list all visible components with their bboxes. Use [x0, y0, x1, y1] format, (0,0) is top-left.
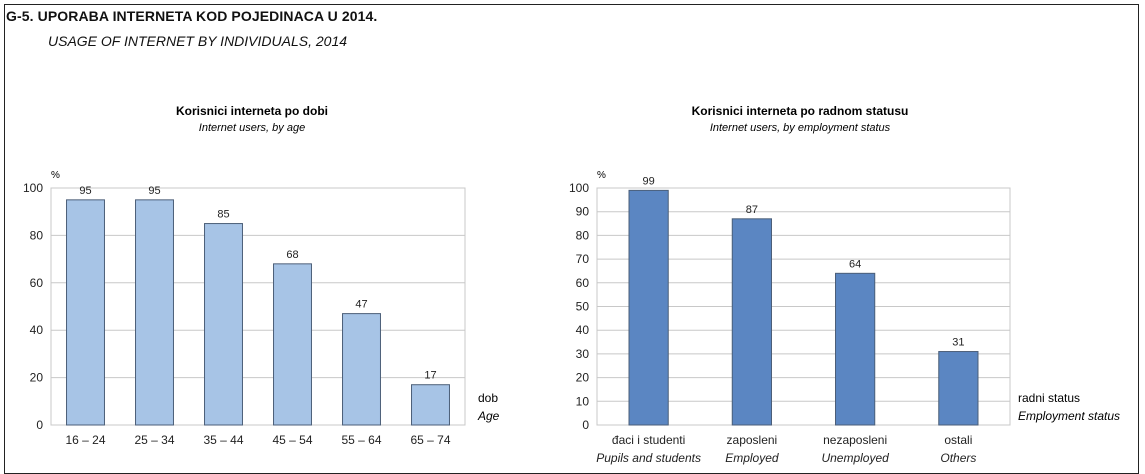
- chart-internet-users-by-employment-status: Korisnici interneta po radnom statusu In…: [569, 104, 1120, 465]
- x-axis-label: dob: [478, 391, 498, 405]
- y-tick-label: 30: [576, 347, 590, 361]
- data-label: 31: [952, 337, 964, 349]
- bars: [628, 189, 979, 426]
- x-tick-label: 65 – 74: [410, 433, 450, 447]
- y-tick-label: 0: [582, 418, 589, 432]
- y-axis-unit: %: [597, 170, 606, 181]
- data-labels: 99 87 64 31: [643, 175, 965, 348]
- bar: [628, 189, 669, 426]
- y-tick-label: 80: [576, 228, 590, 242]
- y-tick-label: 90: [576, 205, 590, 219]
- bar: [411, 384, 450, 426]
- data-label: 85: [217, 209, 229, 221]
- data-label: 99: [643, 175, 655, 187]
- chart-subtitle: Internet users, by employment status: [710, 122, 891, 134]
- data-label: 64: [849, 258, 861, 270]
- x-tick-label: 55 – 64: [341, 433, 381, 447]
- y-tick-label: 100: [23, 181, 43, 195]
- x-axis-label: radni status: [1018, 391, 1080, 405]
- y-tick-labels: 0 20 40 60 80 100: [23, 181, 43, 432]
- figure-title: G-5. UPORABA INTERNETA KOD POJEDINACA U …: [6, 8, 378, 24]
- bar: [135, 199, 174, 426]
- y-tick-label: 20: [576, 371, 590, 385]
- y-tick-label: 40: [576, 323, 590, 337]
- y-tick-label: 0: [36, 418, 43, 432]
- y-tick-label: 40: [30, 323, 44, 337]
- x-axis-label-en: Age: [477, 409, 500, 423]
- bars: [66, 199, 450, 426]
- x-tick-label: zaposleni: [727, 433, 778, 447]
- x-tick-label-en: Pupils and students: [596, 451, 701, 465]
- y-tick-label: 100: [569, 181, 589, 195]
- bar: [835, 272, 876, 426]
- chart-title: Korisnici interneta po radnom statusu: [692, 104, 909, 118]
- bar: [66, 199, 105, 426]
- chart-internet-users-by-age: Korisnici interneta po dobi Internet use…: [23, 104, 500, 447]
- y-tick-label: 60: [30, 276, 44, 290]
- data-label: 17: [424, 370, 436, 382]
- chart-subtitle: Internet users, by age: [199, 122, 305, 134]
- y-tick-label: 50: [576, 300, 590, 314]
- data-label: 95: [79, 185, 91, 197]
- bar: [273, 263, 312, 426]
- x-tick-label-en: Employed: [725, 451, 779, 465]
- bar: [731, 218, 772, 426]
- bar: [938, 351, 979, 426]
- data-label: 87: [746, 204, 758, 216]
- y-tick-label: 60: [576, 276, 590, 290]
- bar: [342, 313, 381, 426]
- x-tick-label: ostali: [944, 433, 972, 447]
- data-labels: 95 95 85 68 47 17: [79, 185, 436, 382]
- y-tick-label: 10: [576, 394, 590, 408]
- data-label: 95: [148, 185, 160, 197]
- gridlines: [50, 187, 466, 426]
- data-label: 47: [355, 299, 367, 311]
- plot-area: [50, 187, 466, 426]
- data-label: 68: [286, 249, 298, 261]
- x-tick-label-en: Unemployed: [821, 451, 889, 465]
- figure-subtitle: USAGE OF INTERNET BY INDIVIDUALS, 2014: [48, 33, 348, 49]
- bar: [204, 223, 243, 426]
- y-tick-label: 20: [30, 371, 44, 385]
- x-tick-labels: đaci i studenti Pupils and students zaposl…: [596, 433, 976, 465]
- x-tick-label: 45 – 54: [272, 433, 312, 447]
- y-tick-label: 80: [30, 228, 44, 242]
- chart-title: Korisnici interneta po dobi: [176, 104, 328, 118]
- x-axis-label-en: Employment status: [1018, 409, 1120, 423]
- x-tick-label: đaci i studenti: [612, 433, 685, 447]
- y-axis-unit: %: [51, 170, 60, 181]
- x-tick-label: 16 – 24: [65, 433, 105, 447]
- y-tick-labels: 0 10 20 30 40 50 60 70 80 90 100: [569, 181, 589, 432]
- x-tick-label-en: Others: [940, 451, 976, 465]
- x-tick-label: 35 – 44: [203, 433, 243, 447]
- x-tick-labels: 16 – 24 25 – 34 35 – 44 45 – 54 55 – 64 65 – …: [65, 433, 450, 447]
- y-tick-label: 70: [576, 252, 590, 266]
- x-tick-label: 25 – 34: [134, 433, 174, 447]
- x-tick-label: nezaposleni: [823, 433, 887, 447]
